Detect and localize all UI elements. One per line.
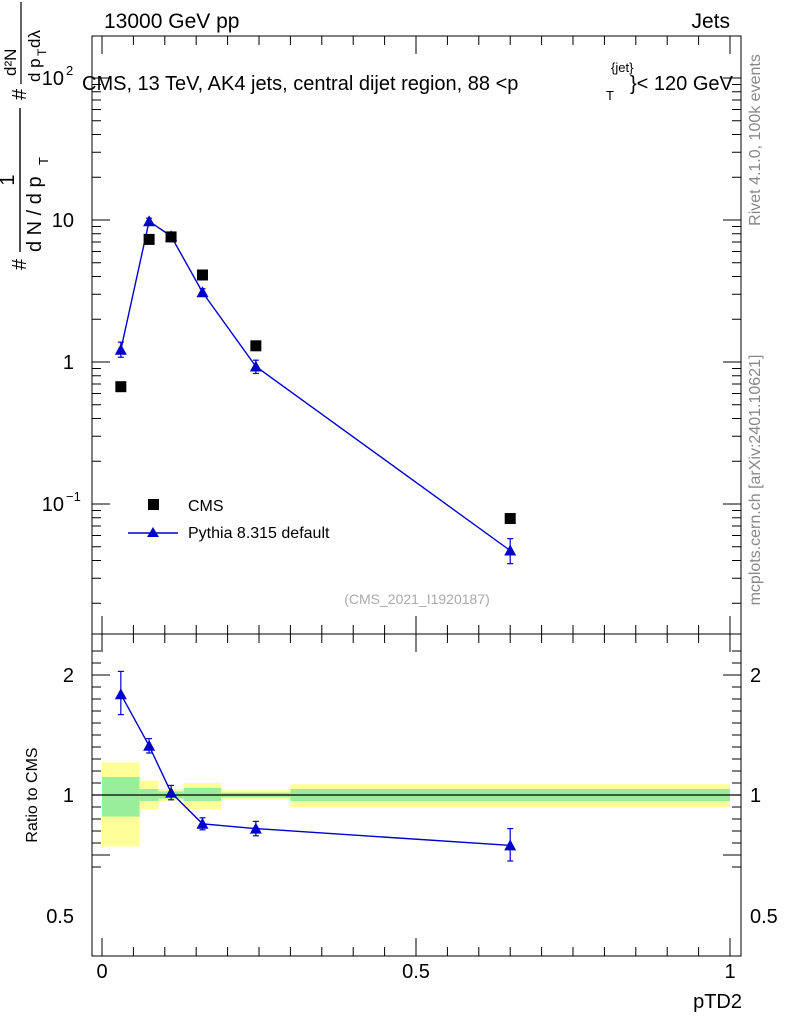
ratio-point	[249, 822, 262, 834]
title-sub: T	[606, 88, 614, 103]
ratio-ytick-right-1: 1	[750, 785, 761, 807]
ylabel-frac-den-tail: dλ	[25, 30, 44, 48]
header-left: 13000 GeV pp	[104, 10, 239, 33]
analysis-watermark: (CMS_2021_I1920187)	[344, 591, 490, 607]
pythia-point	[196, 286, 209, 298]
xtick-label-1: 0.5	[402, 961, 430, 983]
main-ytick-label-exp-3: 2	[66, 63, 73, 78]
title-sup: {jet}	[611, 60, 634, 75]
main-y-ticks	[92, 77, 741, 604]
side-label-top: Rivet 4.1.0, 100k events	[747, 54, 764, 226]
ratio-ytick-left-0: 0.5	[46, 906, 74, 928]
ylabel-frac-den: d p	[25, 58, 44, 82]
ratio-bands	[92, 762, 741, 847]
cms-point	[196, 269, 208, 281]
ylabel-frac-hash: #	[9, 88, 31, 100]
main-series	[114, 215, 517, 565]
main-ytick-label-0: 10	[42, 494, 64, 516]
pythia-line	[120, 220, 511, 552]
header-right: Jets	[691, 10, 730, 33]
ratio-point	[114, 688, 127, 700]
main-ytick-label-1: 1	[63, 352, 74, 374]
ratio-line	[120, 693, 511, 847]
xtick-label-0: 0	[96, 961, 107, 983]
main-x-ticks	[101, 36, 731, 634]
ylabel-hash: #	[9, 258, 31, 270]
pythia-point	[504, 544, 517, 556]
pythia-point	[114, 343, 127, 355]
main-ytick-label-exp-0: −1	[66, 489, 81, 504]
xtick-label-2: 1	[724, 961, 735, 983]
ylabel-num: 1	[0, 174, 19, 185]
title-prefix: CMS, 13 TeV, AK4 jets, central dijet reg…	[82, 73, 518, 95]
ylabel-den-sub: T	[36, 157, 51, 165]
cms-point	[504, 513, 516, 525]
ratio-ytick-right-0: 0.5	[750, 906, 778, 928]
ratio-point	[165, 786, 178, 798]
cms-point	[143, 233, 155, 245]
ylabel-frac-den-sub: T	[35, 48, 49, 56]
pythia-point	[143, 215, 156, 227]
main-ytick-label-2: 10	[52, 210, 74, 232]
legend-marker-cms	[148, 499, 159, 510]
cms-point	[115, 381, 127, 393]
ratio-ytick-left-1: 1	[63, 785, 74, 807]
ratio-series	[114, 670, 517, 862]
title-suffix: }< 120 GeV	[630, 73, 734, 95]
ratio-ylabel: Ratio to CMS	[24, 747, 41, 842]
legend-label-pythia: Pythia 8.315 default	[188, 525, 330, 542]
pythia-point	[249, 360, 262, 372]
cms-point	[165, 231, 177, 243]
ylabel-frac-num: d²N	[1, 49, 20, 76]
x-axis-label: pTD2	[693, 991, 742, 1013]
ratio-ticks	[92, 634, 741, 956]
main-title: CMS, 13 TeV, AK4 jets, central dijet reg…	[82, 60, 734, 103]
x-tick-labels: 0 0.5 1	[96, 961, 735, 983]
main-ytick-label-3: 10	[42, 68, 64, 90]
ratio-band-inner-0	[102, 777, 140, 817]
ratio-y-tick-labels: 0.5 1 2 0.5 1 2	[46, 665, 778, 928]
main-plot-frame	[91, 35, 742, 635]
ylabel-den: d N / d p	[24, 176, 46, 252]
cms-point	[250, 340, 262, 352]
main-ylabel: # 1 d N / d p T # d²N d p T dλ	[0, 2, 51, 270]
legend-marker-pythia	[147, 527, 159, 537]
ratio-ytick-right-2: 2	[750, 665, 761, 687]
ratio-point	[143, 739, 156, 751]
legend: CMS Pythia 8.315 default	[128, 498, 330, 542]
ratio-point	[504, 839, 517, 851]
side-label-bottom: mcplots.cern.ch [arXiv:2401.10621]	[747, 355, 764, 606]
legend-label-cms: CMS	[188, 498, 224, 515]
ratio-point	[196, 817, 209, 829]
ratio-ytick-left-2: 2	[63, 665, 74, 687]
